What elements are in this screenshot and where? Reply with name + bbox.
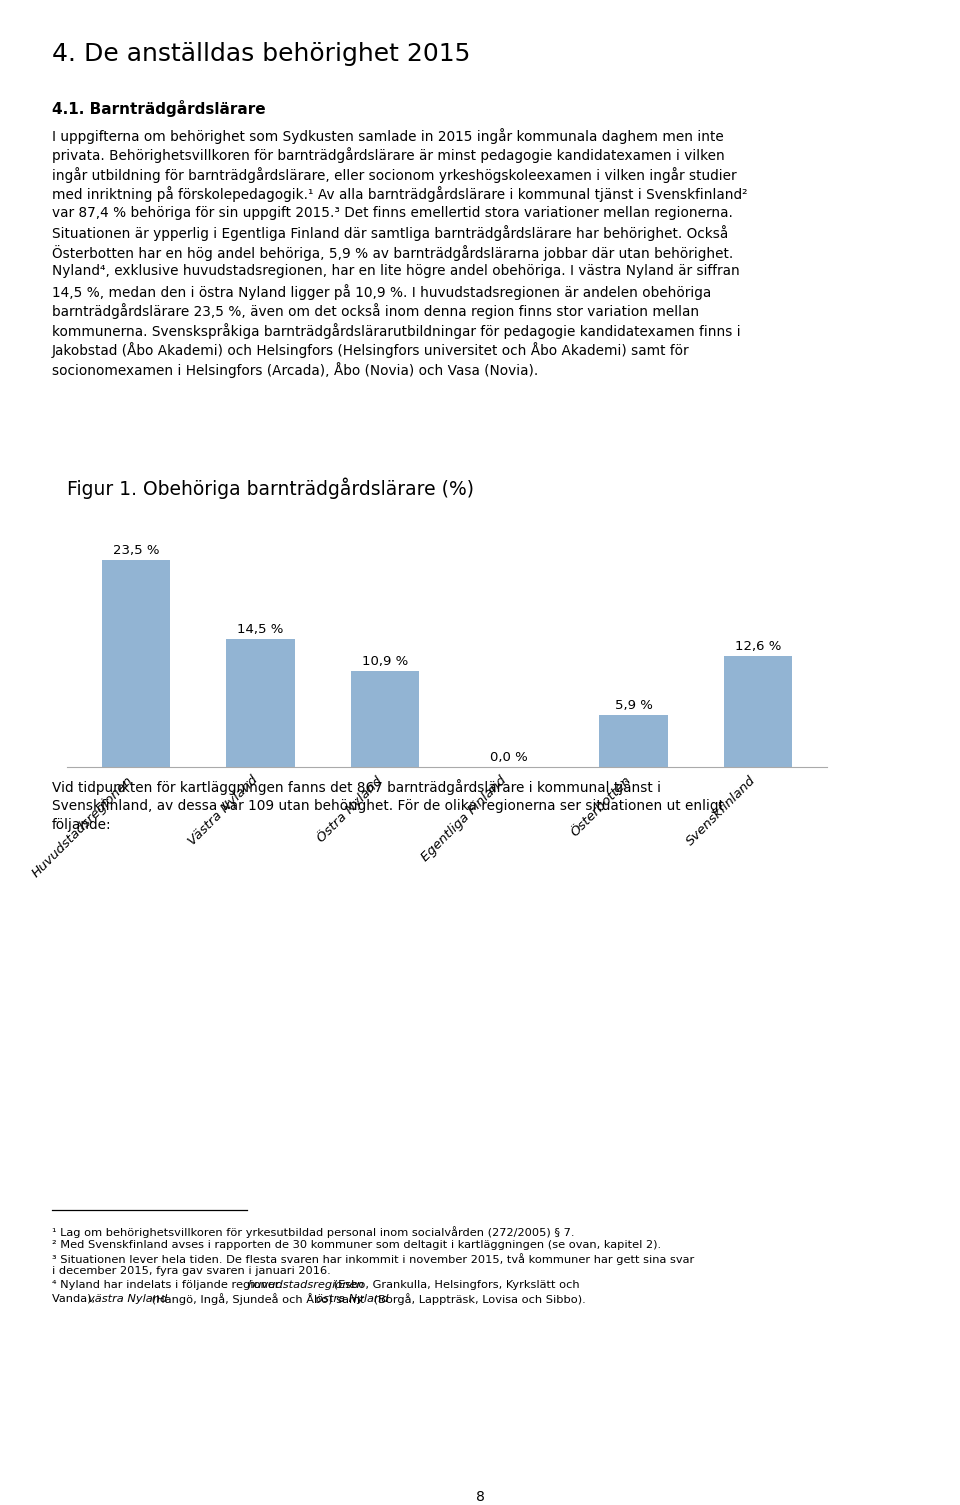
Text: 23,5 %: 23,5 % [112,545,159,557]
Text: västra Nyland: västra Nyland [88,1293,168,1303]
Text: ⁴ Nyland har indelats i följande regioner:: ⁴ Nyland har indelats i följande regione… [52,1279,287,1290]
Text: Vid tidpunkten för kartläggningen fanns det 867 barnträdgårdslärare i kommunal t: Vid tidpunkten för kartläggningen fanns … [52,780,661,796]
Bar [599,715,668,766]
Text: ¹ Lag om behörighetsvillkoren för yrkesutbildad personal inom socialvården (272/: ¹ Lag om behörighetsvillkoren för yrkesu… [52,1227,574,1239]
Text: i december 2015, fyra gav svaren i januari 2016.: i december 2015, fyra gav svaren i janua… [52,1267,331,1276]
Text: 8: 8 [475,1490,485,1503]
Text: privata. Behörighetsvillkoren för barnträdgårdslärare är minst pedagogie kandida: privata. Behörighetsvillkoren för barntr… [52,147,725,164]
Text: Österbotten har en hög andel behöriga, 5,9 % av barnträdgårdslärarna jobbar där : Österbotten har en hög andel behöriga, 5… [52,245,733,260]
Text: 12,6 %: 12,6 % [735,640,781,653]
Text: barnträdgårdslärare 23,5 %, även om det också inom denna region finns stor varia: barnträdgårdslärare 23,5 %, även om det … [52,304,699,319]
Text: ³ Situationen lever hela tiden. De flesta svaren har inkommit i november 2015, t: ³ Situationen lever hela tiden. De flest… [52,1254,694,1264]
Text: 4. De anställdas behörighet 2015: 4. De anställdas behörighet 2015 [52,42,470,66]
Text: (Esbo, Grankulla, Helsingfors, Kyrkslätt och: (Esbo, Grankulla, Helsingfors, Kyrkslätt… [329,1279,579,1290]
Bar [350,671,419,766]
Text: följande:: följande: [52,819,111,832]
Text: 14,5 %, medan den i östra Nyland ligger på 10,9 %. I huvudstadsregionen är andel: 14,5 %, medan den i östra Nyland ligger … [52,284,711,299]
Bar [102,560,170,766]
Text: östra Nyland: östra Nyland [316,1293,389,1303]
Text: var 87,4 % behöriga för sin uppgift 2015.³ Det finns emellertid stora variatione: var 87,4 % behöriga för sin uppgift 2015… [52,206,732,220]
Bar [724,656,792,766]
Text: Jakobstad (Åbo Akademi) och Helsingfors (Helsingfors universitet och Åbo Akademi: Jakobstad (Åbo Akademi) och Helsingfors … [52,343,689,358]
Text: Vanda),: Vanda), [52,1293,99,1303]
Text: Svenskfinland, av dessa var 109 utan behörighet. För de olika regionerna ser sit: Svenskfinland, av dessa var 109 utan beh… [52,799,724,813]
Text: socionomexamen i Helsingfors (Arcada), Åbo (Novia) och Vasa (Novia).: socionomexamen i Helsingfors (Arcada), Å… [52,363,539,378]
Text: I uppgifterna om behörighet som Sydkusten samlade in 2015 ingår kommunala daghem: I uppgifterna om behörighet som Sydkuste… [52,128,724,144]
Text: (Hangö, Ingå, Sjundeå och Åbo) samt: (Hangö, Ingå, Sjundeå och Åbo) samt [148,1293,368,1305]
Text: med inriktning på förskolepedagogik.¹ Av alla barnträdgårdslärare i kommunal tjä: med inriktning på förskolepedagogik.¹ Av… [52,187,748,203]
Text: Situationen är ypperlig i Egentliga Finland där samtliga barnträdgårdslärare har: Situationen är ypperlig i Egentliga Finl… [52,226,729,241]
Text: 0,0 %: 0,0 % [491,751,528,765]
Text: ² Med Svenskfinland avses i rapporten de 30 kommuner som deltagit i kartläggning: ² Med Svenskfinland avses i rapporten de… [52,1240,661,1249]
Text: huvudstadsregionen: huvudstadsregionen [248,1279,365,1290]
Bar [226,640,295,766]
Text: 5,9 %: 5,9 % [614,698,653,712]
Text: kommunerna. Svenskspråkiga barnträdgårdslärarutbildningar för pedagogie kandidat: kommunerna. Svenskspråkiga barnträdgårds… [52,324,740,339]
Text: 10,9 %: 10,9 % [362,655,408,668]
Text: 4.1. Barnträdgårdslärare: 4.1. Barnträdgårdslärare [52,99,266,117]
Text: Figur 1. Obehöriga barnträdgårdslärare (%): Figur 1. Obehöriga barnträdgårdslärare (… [67,477,474,498]
Text: Nyland⁴, exklusive huvudstadsregionen, har en lite högre andel obehöriga. I väst: Nyland⁴, exklusive huvudstadsregionen, h… [52,265,740,278]
Text: ingår utbildning för barnträdgårdslärare, eller socionom yrkeshögskoleexamen i v: ingår utbildning för barnträdgårdslärare… [52,167,736,184]
Text: (Borgå, Lappträsk, Lovisa och Sibbo).: (Borgå, Lappträsk, Lovisa och Sibbo). [371,1293,587,1305]
Text: 14,5 %: 14,5 % [237,623,283,637]
